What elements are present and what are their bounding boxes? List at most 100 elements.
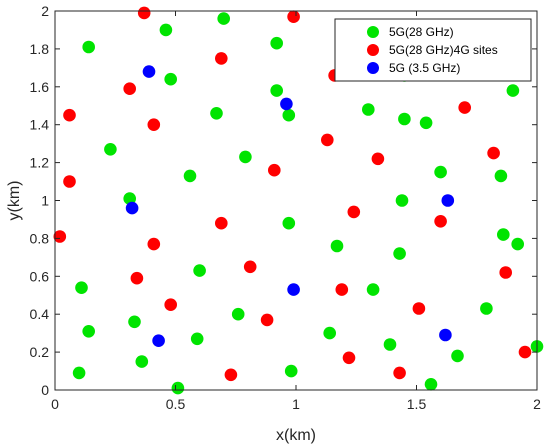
point-5g-28-ghz-4g-sites-3 xyxy=(123,82,136,95)
point-5g-28-ghz-4g-sites-14 xyxy=(260,313,274,327)
x-axis-label: x(km) xyxy=(276,427,316,444)
series-5g-3-5-ghz xyxy=(125,65,455,348)
legend-marker-5g-28-ghz xyxy=(367,26,379,38)
point-5g-28-ghz-42 xyxy=(383,338,397,351)
point-5g-28-ghz-4g-sites-28 xyxy=(518,345,532,359)
point-5g-28-ghz-26 xyxy=(393,247,406,260)
y-tick-label: 1.4 xyxy=(30,117,50,133)
point-5g-28-ghz-4g-sites-2 xyxy=(215,52,228,65)
point-5g-28-ghz-31 xyxy=(362,103,375,116)
point-5g-28-ghz-38 xyxy=(511,237,524,251)
point-5g-28-ghz-4g-sites-25 xyxy=(458,101,472,114)
point-5g-3-5-ghz-6 xyxy=(439,328,452,342)
point-5g-28-ghz-4g-sites-11 xyxy=(130,271,144,285)
point-5g-28-ghz-4g-sites-24 xyxy=(434,215,447,228)
point-5g-28-ghz-4g-sites-10 xyxy=(215,216,228,230)
point-5g-28-ghz-10 xyxy=(239,150,252,164)
point-5g-28-ghz-7 xyxy=(210,107,223,120)
point-5g-28-ghz-5 xyxy=(270,84,284,97)
point-5g-28-ghz-36 xyxy=(494,169,508,183)
point-5g-28-ghz-4g-sites-21 xyxy=(342,351,356,365)
point-5g-28-ghz-3 xyxy=(164,72,177,86)
y-tick-label: 1 xyxy=(41,193,49,209)
point-5g-28-ghz-4g-sites-8 xyxy=(53,230,67,243)
y-axis-ticks: 0 0.2 0.4 0.6 0.8 1 1.2 1.4 1.6 1.8 2 xyxy=(30,3,537,398)
point-5g-28-ghz-16 xyxy=(82,325,95,338)
legend-label-5g-28-ghz-4g-sites: 5G(28 GHz)4G sites xyxy=(389,43,498,57)
y-tick-label: 0 xyxy=(41,382,49,398)
point-5g-28-ghz-19 xyxy=(135,355,149,368)
point-5g-28-ghz-4g-sites-23 xyxy=(412,302,426,315)
x-tick-label: 0 xyxy=(51,396,59,412)
point-5g-28-ghz-20 xyxy=(72,366,86,380)
point-5g-28-ghz-4g-sites-9 xyxy=(147,237,161,251)
point-5g-28-ghz-8 xyxy=(104,143,117,156)
point-5g-28-ghz-4g-sites-27 xyxy=(499,266,512,279)
point-5g-28-ghz-6 xyxy=(282,108,296,122)
point-5g-28-ghz-13 xyxy=(193,264,206,277)
y-tick-label: 2 xyxy=(41,3,49,19)
point-5g-28-ghz-4g-sites-5 xyxy=(147,118,161,131)
point-5g-28-ghz-4g-sites-15 xyxy=(224,368,238,382)
point-5g-3-5-ghz-2 xyxy=(125,201,139,215)
point-5g-28-ghz-4g-sites-7 xyxy=(268,163,281,177)
y-tick-label: 0.2 xyxy=(30,344,50,360)
point-5g-28-ghz-12 xyxy=(282,216,296,230)
point-5g-3-5-ghz-0 xyxy=(142,65,156,78)
point-5g-28-ghz-4g-sites-4 xyxy=(63,108,76,122)
point-5g-28-ghz-4g-sites-19 xyxy=(347,205,361,219)
x-axis-ticks: 0 0.5 1 1.5 2 xyxy=(51,11,541,412)
point-5g-28-ghz-4g-sites-6 xyxy=(63,175,76,188)
y-axis-label: y(km) xyxy=(6,181,23,221)
point-5g-28-ghz-39 xyxy=(480,302,493,315)
point-5g-28-ghz-11 xyxy=(123,192,136,205)
x-tick-label: 1.5 xyxy=(407,396,427,412)
point-5g-28-ghz-28 xyxy=(434,165,447,179)
point-5g-28-ghz-29 xyxy=(398,112,411,126)
point-5g-28-ghz-2 xyxy=(217,12,230,25)
point-5g-28-ghz-25 xyxy=(366,283,380,296)
x-tick-label: 2 xyxy=(533,396,541,412)
point-5g-28-ghz-40 xyxy=(451,349,464,363)
point-5g-28-ghz-4g-sites-22 xyxy=(393,366,406,380)
y-tick-label: 1.2 xyxy=(30,155,50,171)
y-tick-label: 1.8 xyxy=(30,41,50,57)
point-5g-28-ghz-24 xyxy=(323,326,337,340)
legend-label-5g-3-5-ghz: 5G (3.5 GHz) xyxy=(389,61,460,75)
point-5g-28-ghz-4g-sites-13 xyxy=(164,298,177,312)
point-5g-28-ghz-0 xyxy=(82,40,95,54)
point-5g-28-ghz-4 xyxy=(270,36,284,50)
point-5g-28-ghz-1 xyxy=(159,23,173,37)
y-tick-label: 0.8 xyxy=(30,230,50,246)
x-tick-label: 0.5 xyxy=(166,396,186,412)
point-5g-28-ghz-4g-sites-1 xyxy=(287,10,300,23)
point-5g-28-ghz-9 xyxy=(183,169,197,183)
point-5g-28-ghz-33 xyxy=(506,84,520,97)
point-5g-28-ghz-22 xyxy=(284,364,298,378)
point-5g-28-ghz-18 xyxy=(231,307,245,321)
point-5g-28-ghz-4g-sites-26 xyxy=(487,146,500,160)
point-5g-28-ghz-4g-sites-0 xyxy=(137,6,151,20)
legend-marker-5g-28-ghz-4g-sites xyxy=(367,44,379,56)
point-5g-28-ghz-15 xyxy=(128,315,141,329)
x-tick-label: 1 xyxy=(292,396,300,412)
y-tick-label: 0.6 xyxy=(30,268,50,284)
legend-label-5g-28-ghz: 5G(28 GHz) xyxy=(389,25,454,39)
point-5g-3-5-ghz-3 xyxy=(441,194,455,207)
point-5g-3-5-ghz-1 xyxy=(280,97,293,111)
point-5g-3-5-ghz-5 xyxy=(152,334,165,348)
point-5g-28-ghz-37 xyxy=(497,228,510,241)
point-5g-28-ghz-27 xyxy=(395,194,409,207)
y-tick-label: 1.6 xyxy=(30,79,50,95)
point-5g-3-5-ghz-4 xyxy=(287,283,300,296)
point-5g-28-ghz-4g-sites-12 xyxy=(243,260,257,274)
y-tick-label: 0.4 xyxy=(30,306,50,322)
point-5g-28-ghz-17 xyxy=(190,332,204,346)
legend: 5G(28 GHz) 5G(28 GHz)4G sites 5G (3.5 GHz) xyxy=(334,18,532,82)
legend-marker-5g-3-5-ghz xyxy=(367,62,379,74)
point-5g-28-ghz-4g-sites-20 xyxy=(335,283,349,296)
point-5g-28-ghz-23 xyxy=(330,239,344,253)
point-5g-28-ghz-41 xyxy=(424,378,438,391)
point-5g-28-ghz-4g-sites-18 xyxy=(371,152,385,166)
